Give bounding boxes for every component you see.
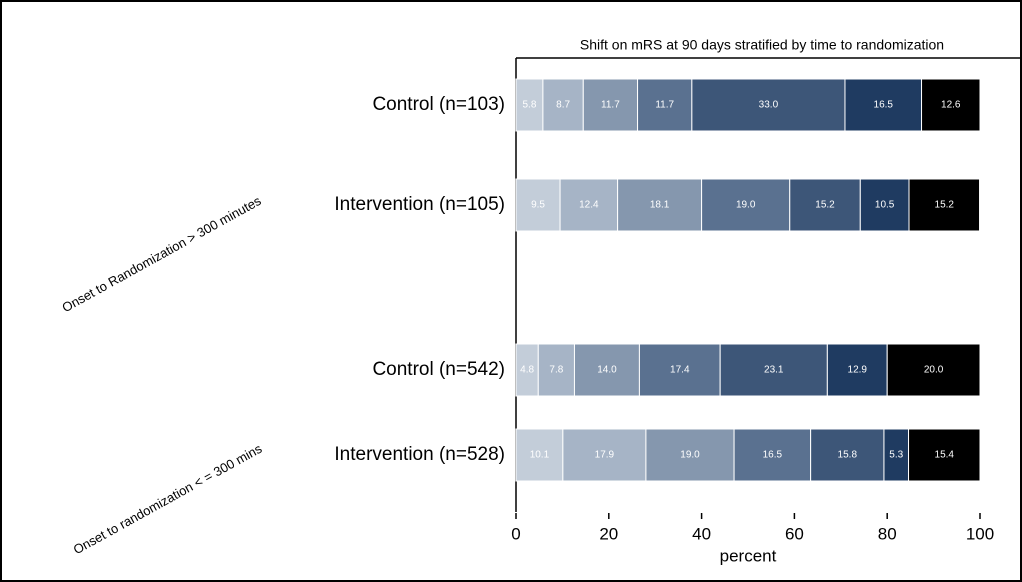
data-label: 15.8 [838, 450, 858, 461]
bar-segment [515, 428, 564, 482]
chart-title: Shift on mRS at 90 days stratified by ti… [580, 37, 944, 53]
data-label: 5.3 [889, 450, 903, 461]
x-tick-label: 80 [878, 524, 897, 543]
data-label: 5.8 [523, 100, 537, 111]
bar-segment [810, 428, 885, 482]
bar-segment [638, 343, 721, 397]
bar-segment [844, 78, 923, 132]
data-label: 10.5 [875, 200, 895, 211]
data-label: 8.7 [556, 100, 570, 111]
data-label: 16.5 [763, 450, 783, 461]
data-label: 17.4 [670, 365, 690, 376]
data-label: 10.1 [530, 450, 550, 461]
y-tick-label: Control (n=542) [372, 359, 505, 380]
data-label: 7.8 [549, 365, 563, 376]
bar-segment [733, 428, 812, 482]
data-label: 19.0 [680, 450, 700, 461]
bar-segment [559, 178, 619, 232]
data-label: 12.6 [941, 100, 961, 111]
bar-segment [537, 343, 575, 397]
data-label: 23.1 [764, 365, 784, 376]
bar-segment [908, 428, 981, 482]
bar-segment [573, 343, 640, 397]
data-label: 17.9 [595, 450, 615, 461]
data-label: 18.1 [650, 200, 670, 211]
data-label: 16.5 [874, 100, 894, 111]
data-label: 15.4 [935, 450, 955, 461]
data-label: 19.0 [736, 200, 756, 211]
bar-segment [701, 178, 791, 232]
data-label: 11.7 [601, 100, 620, 111]
bar-segment [859, 178, 910, 232]
bar-segment [719, 343, 828, 397]
y-tick-label: Intervention (n=105) [334, 194, 505, 215]
bar-segment [542, 78, 584, 132]
x-tick-label: 60 [785, 524, 804, 543]
bar-segment [883, 428, 910, 482]
bar-segment [789, 178, 861, 232]
y-tick-label: Control (n=103) [372, 94, 505, 115]
data-label: 4.8 [520, 365, 534, 376]
data-label: 20.0 [924, 365, 944, 376]
bar-segment [908, 178, 981, 232]
data-label: 14.0 [597, 365, 617, 376]
x-axis-label: percent [720, 546, 777, 565]
x-tick-label: 100 [966, 524, 994, 543]
bar-segment [886, 343, 981, 397]
y-tick-label: Intervention (n=528) [334, 444, 505, 465]
data-label: 15.2 [935, 200, 955, 211]
bar-segment [691, 78, 846, 132]
x-tick-label: 20 [599, 524, 618, 543]
data-label: 33.0 [759, 100, 779, 111]
data-label: 11.7 [655, 100, 674, 111]
x-tick-label: 0 [511, 524, 520, 543]
data-label: 12.9 [848, 365, 868, 376]
bar-segment [617, 178, 703, 232]
data-label: 15.2 [815, 200, 835, 211]
x-tick-label: 40 [692, 524, 711, 543]
bar-segment [562, 428, 647, 482]
bar-segment [921, 78, 981, 132]
data-label: 9.5 [531, 200, 545, 211]
bar-segment [645, 428, 735, 482]
data-label: 12.4 [579, 200, 599, 211]
